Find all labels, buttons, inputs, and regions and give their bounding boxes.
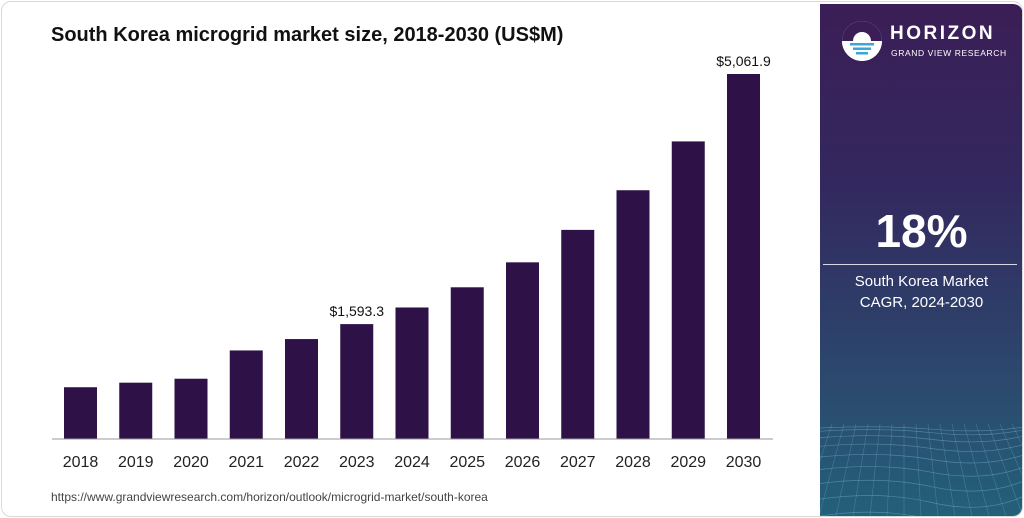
cagr-label: South Korea Market CAGR, 2024-2030 bbox=[820, 271, 1022, 313]
grid-line bbox=[820, 424, 833, 462]
x-tick-label-2028: 2028 bbox=[615, 454, 651, 471]
x-tick-label-2019: 2019 bbox=[118, 454, 154, 471]
horizon-logo-icon bbox=[842, 21, 882, 61]
grid-line bbox=[963, 424, 990, 516]
grid-line bbox=[951, 424, 973, 516]
grid-line bbox=[820, 495, 1022, 508]
bar-2025 bbox=[450, 287, 484, 439]
cagr-label-line1: South Korea Market bbox=[854, 273, 989, 290]
chart-title: South Korea microgrid market size, 2018-… bbox=[51, 24, 564, 46]
side-panel: HORIZON GRAND VIEW RESEARCH 18% South Ko… bbox=[820, 4, 1022, 516]
x-tick-label-2018: 2018 bbox=[63, 454, 99, 471]
cagr-label-line2: CAGR, 2024-2030 bbox=[859, 294, 984, 311]
bar-2019 bbox=[119, 382, 153, 439]
grid-line bbox=[820, 443, 1022, 452]
x-tick-label-2024: 2024 bbox=[394, 454, 430, 471]
x-tick-label-2025: 2025 bbox=[449, 454, 485, 471]
x-tick-label-2023: 2023 bbox=[339, 454, 375, 471]
grid-line bbox=[820, 429, 1022, 436]
grid-line bbox=[820, 479, 1022, 492]
x-tick-label-2022: 2022 bbox=[284, 454, 320, 471]
grid-line bbox=[869, 424, 881, 516]
bar-2030 bbox=[727, 74, 760, 439]
x-tick-label-2030: 2030 bbox=[726, 454, 762, 471]
x-tick-label-2021: 2021 bbox=[228, 454, 264, 471]
bar-2018 bbox=[64, 387, 97, 439]
grid-line bbox=[820, 424, 845, 514]
bar-2029 bbox=[671, 141, 705, 439]
grid-line bbox=[999, 424, 1022, 476]
bar-2024 bbox=[395, 307, 429, 439]
grid-line bbox=[975, 424, 1007, 516]
grid-line bbox=[886, 424, 893, 516]
bar-2022 bbox=[285, 339, 318, 439]
grid-line bbox=[820, 454, 1022, 464]
bar-2023 bbox=[340, 324, 374, 439]
bar-2020 bbox=[174, 378, 208, 439]
cagr-divider bbox=[823, 264, 1017, 265]
x-tick-label-2029: 2029 bbox=[670, 454, 706, 471]
data-label-2030: $5,061.9 bbox=[716, 53, 771, 69]
brand-name: HORIZON bbox=[890, 23, 996, 44]
grid-line bbox=[852, 424, 869, 516]
x-tick-label-2027: 2027 bbox=[560, 454, 596, 471]
decorative-grid-pattern bbox=[820, 424, 1022, 516]
x-tick-label-2020: 2020 bbox=[173, 454, 209, 471]
grid-line bbox=[939, 424, 956, 516]
grid-line bbox=[820, 466, 1022, 477]
grid-line bbox=[820, 511, 1022, 516]
grid-line bbox=[835, 424, 857, 516]
x-tick-labels: 2018 2019 2020 2021 2022 2023 2024 2025 2026 2027… bbox=[63, 454, 762, 471]
grid-line bbox=[987, 424, 1022, 515]
brand-logo: HORIZON GRAND VIEW RESEARCH bbox=[842, 21, 1012, 63]
bar-2027 bbox=[561, 229, 595, 439]
bar-2021 bbox=[229, 350, 263, 439]
grid-line bbox=[820, 435, 1022, 443]
bars-layer bbox=[64, 74, 760, 439]
bar-chart: 2018 2019 2020 2021 2022 2023 2024 2025 2026 2027… bbox=[52, 53, 773, 471]
bar-2028 bbox=[616, 190, 650, 439]
x-tick-label-2026: 2026 bbox=[505, 454, 541, 471]
brand-tagline: GRAND VIEW RESEARCH bbox=[891, 48, 1007, 58]
grid-line bbox=[915, 424, 922, 516]
data-label-2023: $1,593.3 bbox=[330, 303, 385, 319]
bar-2026 bbox=[506, 262, 539, 439]
grid-line bbox=[1011, 424, 1022, 446]
source-url: https://www.grandviewresearch.com/horizo… bbox=[51, 490, 488, 504]
grid-line bbox=[927, 424, 939, 516]
cagr-value: 18% bbox=[875, 205, 968, 257]
grid-line bbox=[820, 426, 1022, 432]
data-labels: $1,593.3 $5,061.9 bbox=[330, 53, 771, 319]
